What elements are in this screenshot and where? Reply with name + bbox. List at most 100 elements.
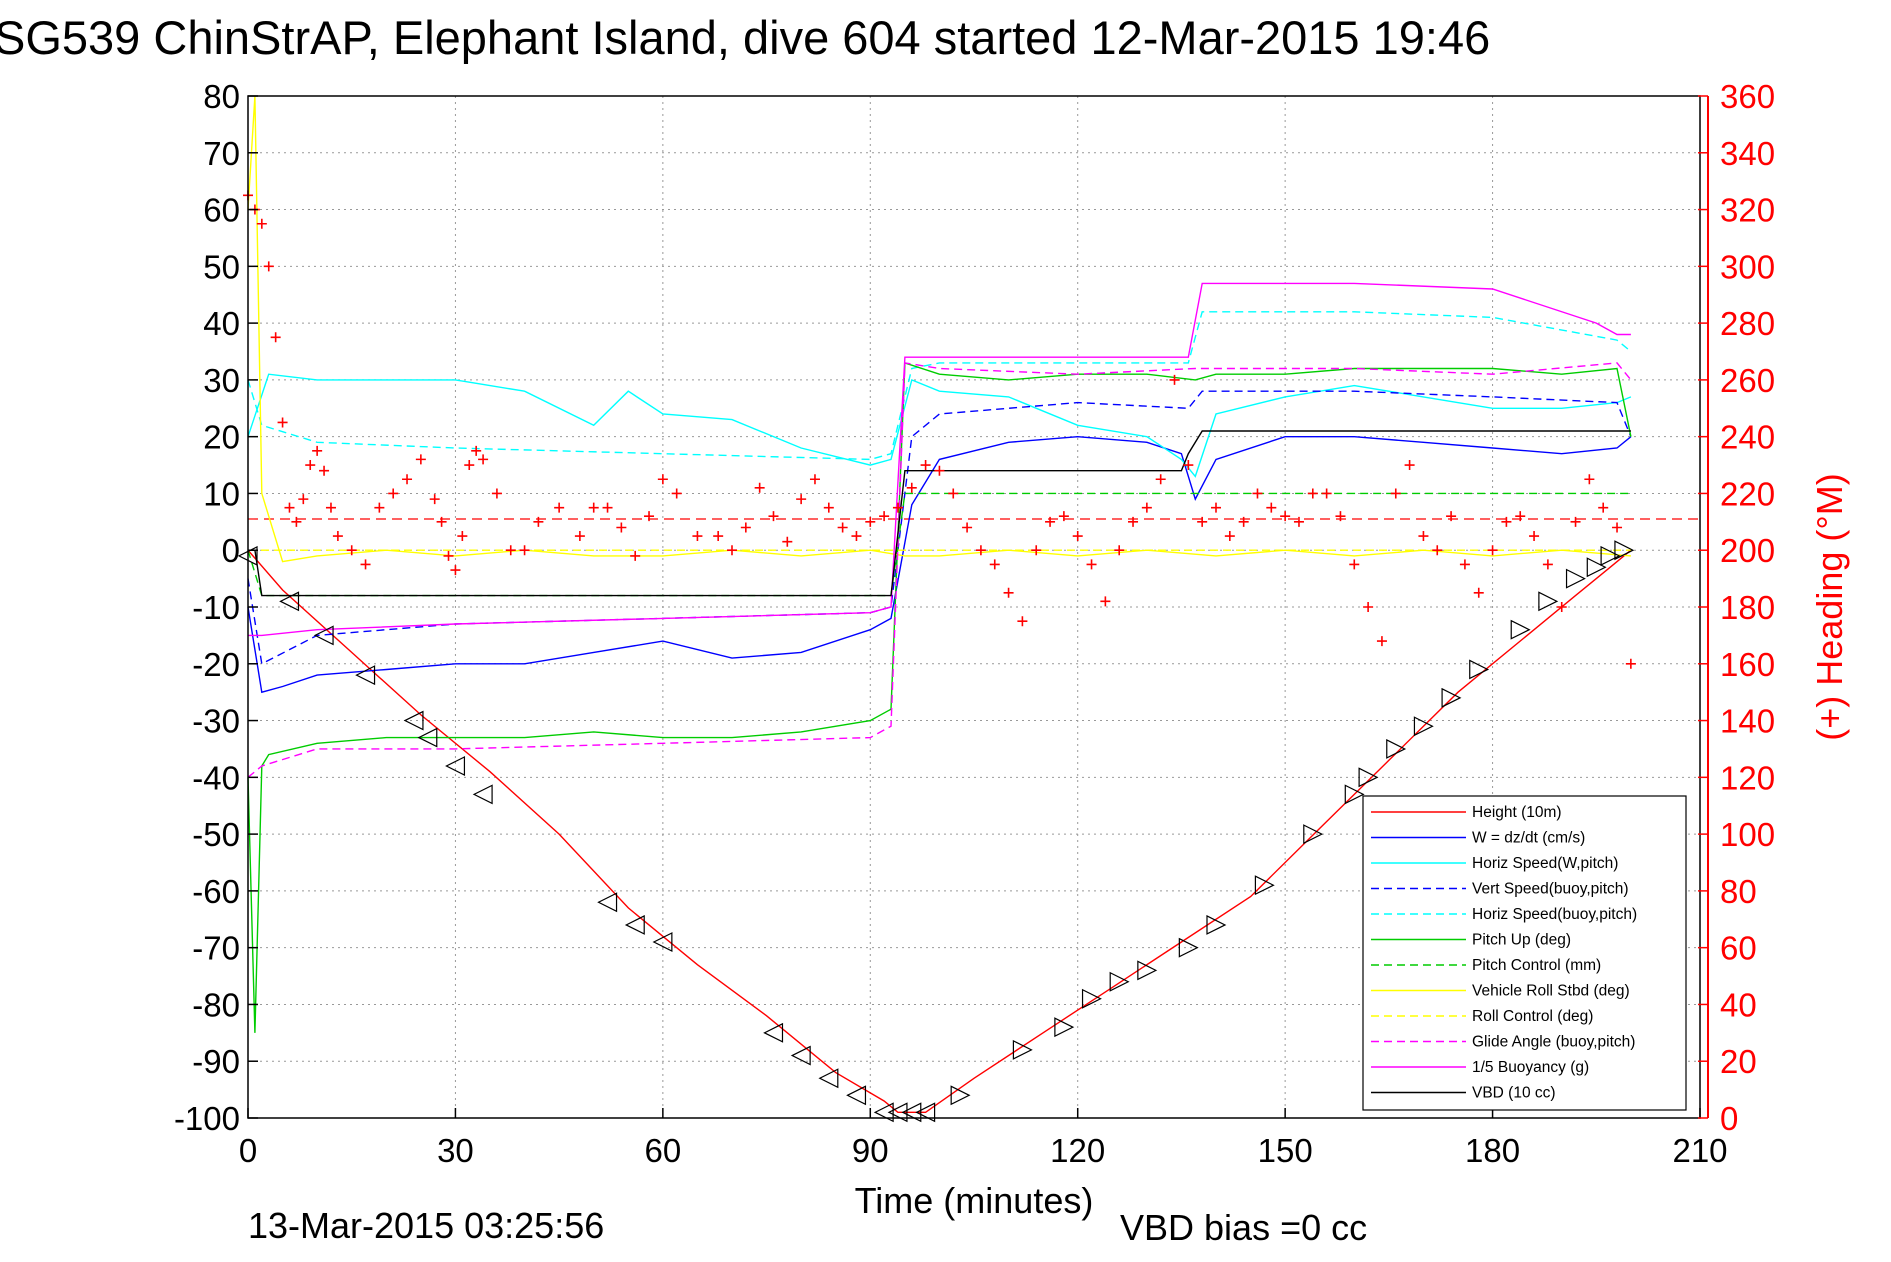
dive-marker — [279, 591, 300, 612]
y-tick-label: 70 — [203, 135, 240, 172]
heading-plus-marker — [533, 516, 544, 527]
dive-marker — [652, 932, 673, 952]
series-line — [247, 373, 1632, 478]
chart-title: SG539 ChinStrAP, Elephant Island, dive 6… — [0, 11, 1490, 64]
heading-plus-marker — [1556, 602, 1567, 612]
heading-plus-marker — [505, 545, 516, 556]
right-tick-label: 0 — [1720, 1100, 1738, 1137]
dive-marker — [597, 892, 618, 913]
heading-plus-marker — [1293, 516, 1304, 527]
dive-marker — [1441, 687, 1462, 708]
right-tick-label: 120 — [1720, 759, 1775, 796]
heading-plus-marker — [332, 531, 343, 542]
series-line — [247, 549, 1632, 1114]
heading-points — [243, 190, 1636, 669]
heading-plus-marker — [443, 550, 454, 561]
heading-plus-marker — [346, 545, 357, 556]
heading-plus-marker — [312, 445, 323, 456]
x-tick-label: 90 — [852, 1132, 889, 1169]
y-tick-label: -60 — [192, 873, 240, 910]
heading-plus-marker — [630, 550, 641, 561]
heading-plus-marker — [1031, 545, 1042, 556]
heading-plus-marker — [457, 531, 468, 542]
heading-plus-marker — [270, 332, 281, 343]
right-tick-label: 340 — [1720, 135, 1775, 172]
heading-plus-marker — [319, 465, 330, 476]
dive-marker — [445, 756, 466, 776]
y-tick-label: 20 — [203, 419, 240, 456]
right-tick-label: 80 — [1720, 873, 1757, 910]
x-tick-label: 180 — [1465, 1132, 1520, 1169]
heading-plus-marker — [1487, 545, 1498, 556]
dive-marker — [1358, 767, 1379, 788]
grid-lines — [247, 95, 1701, 1119]
heading-plus-marker — [1529, 531, 1540, 542]
heading-plus-marker — [1584, 474, 1595, 485]
heading-plus-marker — [1266, 502, 1277, 513]
dive-marker — [901, 1102, 922, 1123]
dive-marker — [1600, 545, 1621, 566]
right-tick-label: 300 — [1720, 248, 1775, 285]
y-tick-label: 10 — [203, 475, 240, 512]
heading-plus-marker — [519, 545, 530, 556]
right-tick-label: 220 — [1720, 475, 1775, 512]
heading-plus-marker — [1100, 596, 1111, 607]
heading-plus-marker — [1418, 531, 1429, 542]
dive-markers — [237, 540, 1635, 1123]
right-tick-label: 320 — [1720, 192, 1775, 229]
footer-timestamp: 13-Mar-2015 03:25:56 — [248, 1205, 604, 1246]
dive-marker — [1565, 568, 1586, 589]
heading-plus-marker — [402, 474, 413, 485]
dive-marker — [1178, 937, 1199, 958]
x-tick-label: 210 — [1672, 1132, 1727, 1169]
heading-plus-marker — [1114, 545, 1125, 556]
legend-label: W = dz/dt (cm/s) — [1472, 830, 1585, 847]
heading-plus-marker — [989, 559, 1000, 570]
heading-plus-marker — [1003, 587, 1014, 598]
heading-plus-marker — [1390, 488, 1401, 499]
heading-plus-marker — [277, 417, 288, 428]
legend: Height (10m) W = dz/dt (cm/s) Horiz Speed(… — [1362, 795, 1687, 1111]
dive-marker — [790, 1045, 811, 1066]
dive-marker — [403, 710, 424, 731]
heading-plus-marker — [740, 522, 751, 533]
dive-marker — [1413, 716, 1434, 737]
heading-plus-marker — [671, 488, 682, 499]
legend-label: Pitch Control (mm) — [1472, 957, 1601, 974]
heading-plus-marker — [1155, 474, 1166, 485]
heading-plus-marker — [768, 511, 779, 522]
series-line — [247, 390, 1632, 665]
legend-box — [1362, 795, 1687, 1111]
dive-marker — [624, 914, 645, 935]
series-line — [247, 311, 1632, 461]
dive-marker — [915, 1102, 936, 1123]
heading-plus-marker — [1280, 511, 1291, 522]
heading-plus-marker — [305, 460, 316, 471]
heading-plus-marker — [1238, 516, 1249, 527]
y-tick-label: -100 — [174, 1100, 240, 1137]
x-tick-label: 120 — [1050, 1132, 1105, 1169]
heading-plus-marker — [471, 445, 482, 456]
heading-plus-marker — [1307, 488, 1318, 499]
heading-plus-marker — [865, 516, 876, 527]
heading-plus-marker — [1515, 511, 1526, 522]
dive-marker — [1469, 659, 1490, 680]
heading-plus-marker — [1211, 502, 1221, 513]
right-tick-label: 260 — [1720, 362, 1775, 399]
dive-marker — [763, 1022, 784, 1043]
dive-marker — [846, 1085, 867, 1106]
x-tick-label: 60 — [644, 1132, 681, 1169]
heading-plus-marker — [1197, 516, 1208, 527]
legend-label: 1/5 Buoyancy (g) — [1472, 1059, 1589, 1076]
dive-marker — [472, 784, 493, 805]
legend-label: Horiz Speed(buoy,pitch) — [1472, 906, 1637, 923]
heading-plus-marker — [713, 531, 724, 542]
y-tick-label: -20 — [192, 646, 240, 683]
heading-plus-marker — [934, 465, 945, 476]
y-tick-label: -70 — [192, 930, 240, 967]
y-tick-label: 50 — [203, 248, 240, 285]
y-tick-label: -90 — [192, 1043, 240, 1080]
legend-label: Vert Speed(buoy,pitch) — [1472, 881, 1629, 898]
heading-plus-marker — [1058, 511, 1069, 522]
heading-plus-marker — [298, 494, 309, 505]
